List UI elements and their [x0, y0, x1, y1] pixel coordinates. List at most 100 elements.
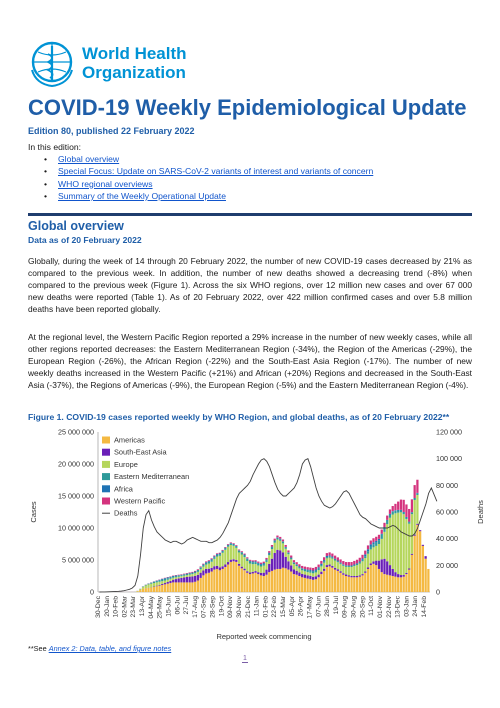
- bar-segment: [386, 519, 389, 521]
- toc-link-operational-update[interactable]: Summary of the Weekly Operational Update: [58, 190, 226, 201]
- bar-segment: [246, 572, 249, 592]
- bar-segment: [279, 550, 282, 569]
- toc-link-special-focus[interactable]: Special Focus: Update on SARS-CoV-2 vari…: [58, 166, 374, 177]
- toc-link-regional-overviews[interactable]: WHO regional overviews: [58, 178, 153, 189]
- bar-segment: [397, 510, 400, 513]
- bar-segment: [306, 569, 309, 571]
- bar-segment: [215, 553, 219, 555]
- x-tick-label: 02-Mar: [121, 595, 128, 617]
- bar-segment: [361, 559, 364, 562]
- bar-segment: [259, 566, 263, 573]
- y-tick-label: 10 000 000: [58, 524, 94, 533]
- bar-segment: [172, 576, 175, 578]
- bar-segment: [235, 546, 238, 548]
- bar-segment: [364, 558, 367, 572]
- bar-segment: [218, 555, 221, 568]
- bar-segment: [344, 574, 348, 576]
- bar-segment: [265, 569, 268, 575]
- bar-segment: [251, 571, 254, 574]
- bar-segment: [161, 581, 164, 584]
- x-tick-label: 22-Feb: [271, 596, 278, 618]
- bar-segment: [408, 521, 411, 523]
- x-tick-label: 11-Jan: [254, 596, 261, 616]
- bar-segment: [248, 574, 252, 592]
- bar-segment: [166, 579, 169, 583]
- legend-swatch: [102, 460, 110, 468]
- bar-segment: [218, 570, 221, 592]
- bar-segment: [224, 548, 227, 550]
- bar-segment: [174, 582, 178, 592]
- bar-segment: [402, 511, 405, 513]
- bar-segment: [410, 514, 414, 554]
- bar-segment: [270, 545, 274, 547]
- bar-segment: [347, 566, 350, 576]
- bar-segment: [243, 568, 246, 571]
- bar-segment: [383, 527, 386, 528]
- bar-segment: [366, 551, 370, 554]
- x-axis-title: Reported week commencing: [216, 632, 311, 641]
- bar-segment: [180, 582, 183, 592]
- bar-segment: [320, 563, 323, 565]
- bar-segment: [328, 557, 331, 565]
- org-name-line2: Organization: [82, 63, 186, 82]
- bar-segment: [180, 576, 183, 578]
- bar-segment: [163, 583, 167, 585]
- bar-segment: [325, 557, 328, 559]
- bar-segment: [416, 479, 419, 493]
- y-tick-label: 20 000 000: [58, 460, 94, 469]
- bar-segment: [361, 575, 364, 592]
- bar-segment: [339, 572, 342, 592]
- bar-segment: [399, 512, 403, 576]
- annex-link[interactable]: Annex 2: Data, table, and figure notes: [48, 644, 172, 653]
- bar-segment: [301, 568, 304, 571]
- bar-segment: [218, 554, 221, 556]
- bar-segment: [416, 523, 419, 525]
- bar-segment: [163, 580, 167, 584]
- x-tick-label: 17-May: [307, 595, 314, 618]
- bar-segment: [306, 575, 309, 579]
- y2-tick-label: 100 000: [436, 454, 462, 463]
- bar-segment: [279, 539, 282, 541]
- bar-segment: [205, 564, 208, 569]
- bar-segment: [262, 564, 265, 566]
- bar-segment: [215, 565, 219, 569]
- bar-segment: [358, 576, 361, 592]
- bar-segment: [339, 562, 342, 564]
- bar-segment: [408, 569, 411, 592]
- toc-link-global-overview[interactable]: Global overview: [58, 154, 120, 164]
- bar-segment: [224, 549, 227, 565]
- bar-segment: [394, 572, 397, 577]
- bar-segment: [161, 584, 164, 592]
- bar-segment: [268, 553, 271, 556]
- bar-segment: [336, 562, 339, 570]
- bar-segment: [144, 584, 147, 586]
- toc-item: Special Focus: Update on SARS-CoV-2 vari…: [44, 165, 374, 178]
- bar-segment: [369, 546, 372, 550]
- bar-segment: [386, 524, 389, 562]
- bar-segment: [259, 575, 263, 592]
- bar-segment: [292, 569, 296, 575]
- x-tick-label: 15-Jun: [166, 596, 173, 617]
- bar-segment: [372, 542, 375, 545]
- bar-segment: [202, 564, 205, 566]
- bar-segment: [205, 561, 208, 563]
- bar-segment: [188, 574, 191, 577]
- bar-segment: [232, 559, 235, 562]
- bar-segment: [251, 564, 254, 572]
- bar-segment: [177, 576, 180, 579]
- bar-segment: [202, 570, 205, 576]
- bar-segment: [394, 576, 397, 592]
- bar-segment: [342, 565, 345, 574]
- bar-segment: [259, 563, 263, 565]
- bar-segment: [265, 561, 268, 570]
- bar-segment: [290, 559, 293, 566]
- bar-segment: [199, 567, 202, 570]
- legend-swatch: [102, 497, 110, 505]
- bar-segment: [248, 572, 252, 575]
- bar-segment: [188, 576, 191, 583]
- bar-segment: [391, 506, 394, 512]
- bar-segment: [410, 499, 414, 513]
- bar-segment: [366, 567, 370, 569]
- bar-segment: [342, 574, 345, 592]
- bar-segment: [287, 569, 290, 592]
